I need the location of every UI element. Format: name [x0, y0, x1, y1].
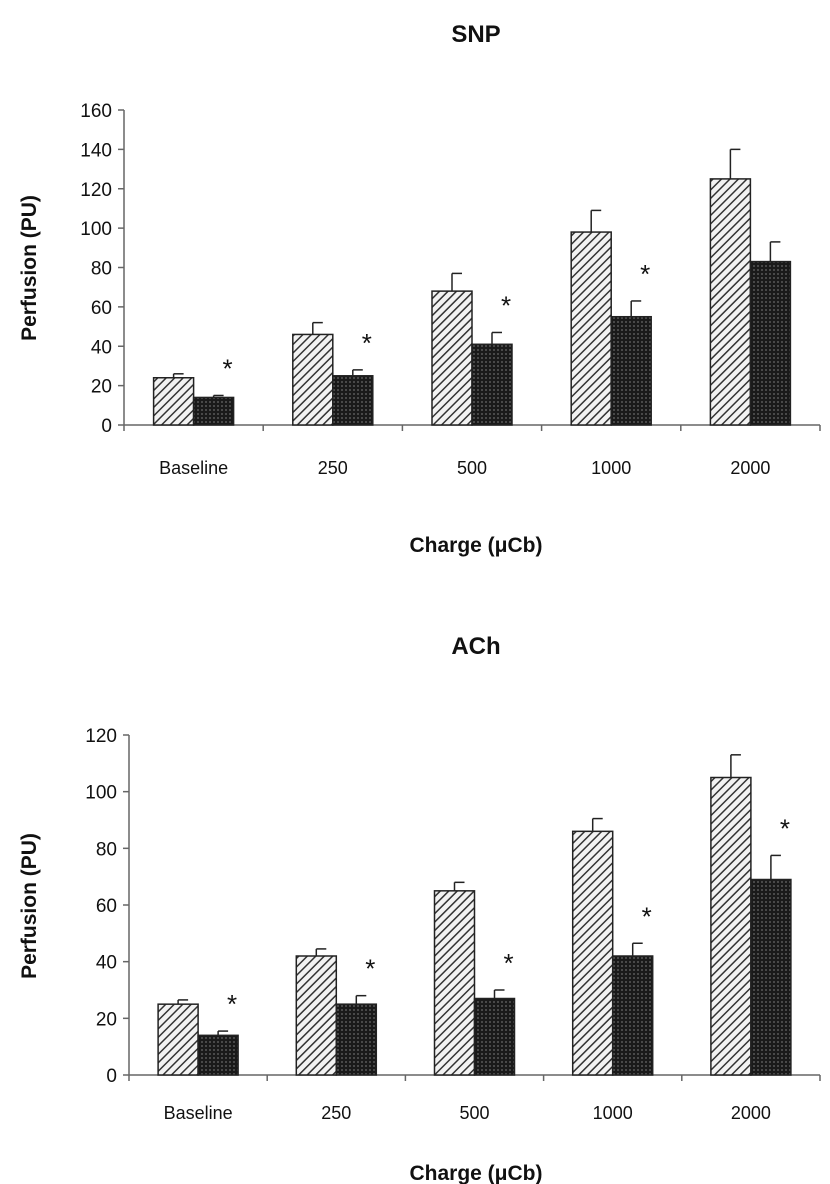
chart-title: ACh	[451, 633, 500, 660]
x-tick-label: 1000	[593, 1103, 633, 1123]
y-tick-label: 20	[96, 1009, 117, 1030]
bar	[192, 396, 235, 426]
bar	[471, 343, 513, 426]
bar	[749, 260, 792, 426]
x-tick-label: 250	[321, 1103, 351, 1123]
significance-asterisk: *	[642, 901, 652, 931]
bar	[335, 1003, 378, 1076]
bar	[433, 890, 476, 1076]
plot-area: 0 20 40 60 80 100 120 Baseline 250 500 1000 2000 * * *…	[85, 726, 821, 1123]
x-tick-label: 500	[457, 458, 487, 478]
significance-asterisk: *	[780, 813, 790, 843]
y-tick-label: 20	[91, 377, 112, 398]
y-tick-label: 160	[80, 101, 112, 122]
significance-asterisk: *	[503, 948, 513, 978]
y-axis-label: Perfusion (PU)	[18, 195, 41, 341]
bar	[431, 290, 473, 426]
bar	[611, 955, 654, 1076]
x-axis-label: Charge (μCb)	[409, 1162, 542, 1184]
significance-asterisk: *	[362, 328, 372, 358]
bar	[295, 955, 338, 1076]
x-tick-label: 2000	[730, 458, 770, 478]
significance-asterisk: *	[365, 954, 375, 984]
bar	[710, 776, 752, 1076]
significance-asterisk: *	[640, 259, 650, 289]
x-tick-label: Baseline	[159, 458, 228, 478]
y-tick-label: 80	[91, 259, 112, 280]
significance-asterisk: *	[227, 989, 237, 1019]
x-tick-label: 250	[318, 458, 348, 478]
bar	[570, 231, 612, 426]
y-tick-label: 0	[106, 1066, 117, 1087]
y-tick-label: 40	[91, 337, 112, 358]
bar	[571, 830, 614, 1076]
significance-asterisk: *	[223, 353, 233, 383]
y-tick-label: 120	[80, 180, 112, 201]
y-tick-label: 100	[80, 219, 112, 240]
bar	[610, 315, 652, 426]
plot-area: 0 20 40 60 80 100 120 140 160 Baseline 250 500 1000 2…	[80, 101, 821, 478]
x-tick-label: 2000	[731, 1103, 771, 1123]
bar	[197, 1034, 239, 1076]
bar	[152, 377, 195, 426]
bar	[157, 1003, 199, 1076]
x-tick-label: 500	[459, 1103, 489, 1123]
y-tick-label: 100	[85, 783, 117, 804]
bar	[709, 178, 752, 426]
bar	[292, 333, 334, 426]
x-axis-label: Charge (μCb)	[409, 534, 542, 557]
snp-chart: SNP Perfusion (PU) Charge (μCb) 0 20 40 60 8…	[18, 21, 821, 557]
y-tick-label: 0	[101, 416, 112, 437]
bar	[750, 878, 792, 1076]
x-tick-label: 1000	[591, 458, 631, 478]
y-tick-label: 120	[85, 726, 117, 747]
y-tick-label: 40	[96, 953, 117, 974]
chart-title: SNP	[451, 21, 500, 48]
bar	[473, 997, 516, 1076]
x-tick-label: Baseline	[164, 1103, 233, 1123]
y-axis-label: Perfusion (PU)	[18, 833, 41, 979]
y-tick-label: 140	[80, 140, 112, 161]
y-tick-label: 60	[91, 298, 112, 319]
significance-asterisk: *	[501, 290, 511, 320]
bar	[332, 375, 374, 426]
ach-chart: ACh Perfusion (PU) Charge (μCb) 0 20 40 60 8…	[18, 633, 821, 1184]
y-tick-label: 80	[96, 839, 117, 860]
y-tick-label: 60	[96, 896, 117, 917]
